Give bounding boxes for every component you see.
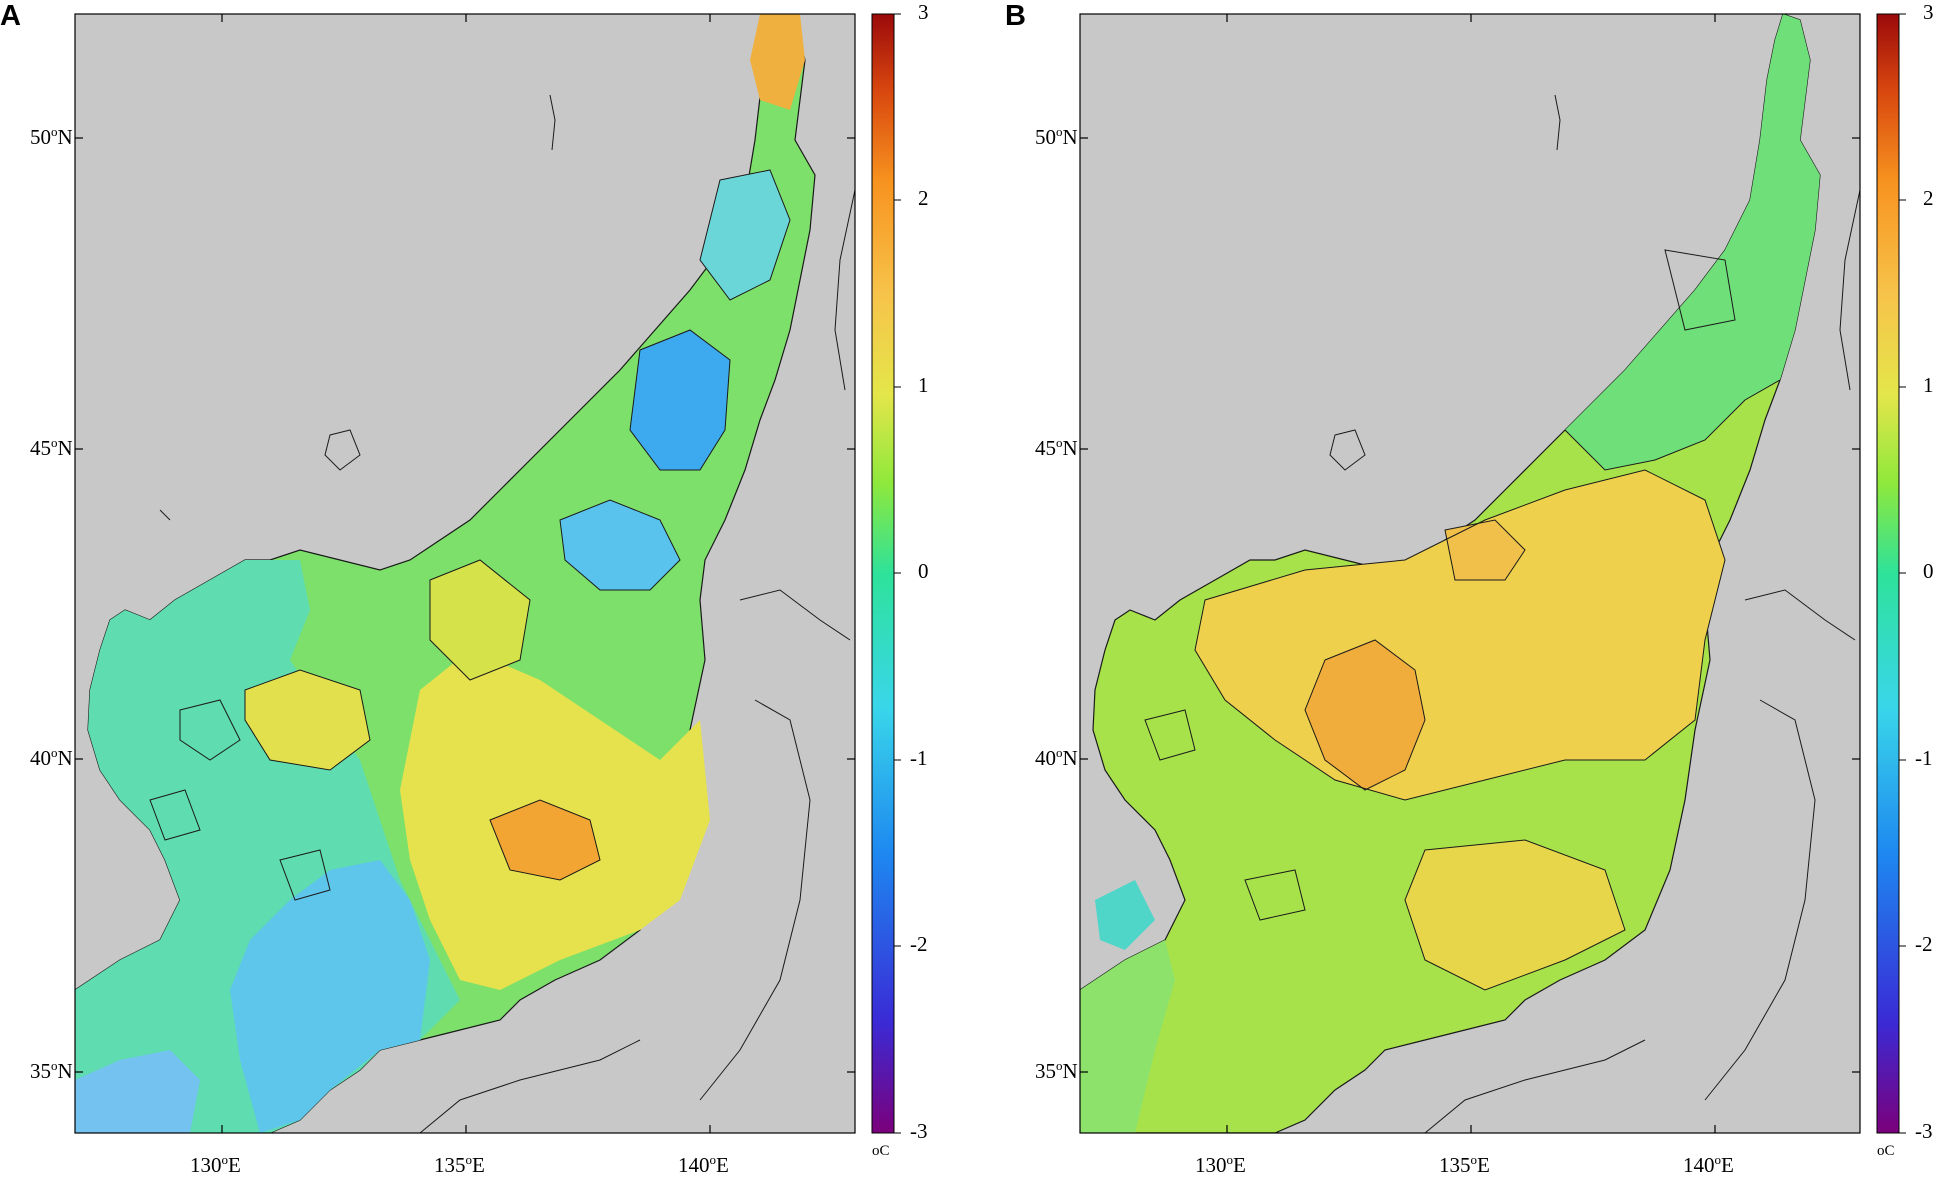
lon-label-140: 140oE (1683, 1152, 1734, 1177)
warm-south-patch (1405, 840, 1625, 990)
lat-label-50: 50oN (1035, 124, 1078, 149)
colorbar-label: -2 (1915, 932, 1933, 956)
cold-small-patch (1095, 880, 1155, 950)
lat-label-50: 50oN (30, 124, 73, 149)
map-frame (1079, 13, 1861, 1134)
cold-strait-patch (75, 1050, 200, 1133)
colorbar-ticks (1899, 13, 1906, 1134)
lon-label-135: 135oE (1439, 1152, 1490, 1177)
coastlines (1329, 94, 1860, 1133)
panel-letter: A (0, 0, 21, 32)
lon-label-130: 130oE (1195, 1152, 1246, 1177)
panel-b: B (1005, 0, 1950, 1183)
lon-label-130: 130oE (190, 1152, 241, 1177)
coastlines (159, 94, 855, 1133)
warm-core-patch (1305, 640, 1425, 790)
axis-ticks (75, 14, 855, 1133)
colorbar-label: 1 (1923, 373, 1934, 397)
colorbar-ticks (894, 13, 901, 1134)
colorbar-label: 1 (918, 373, 929, 397)
colorbar-label: -3 (910, 1119, 928, 1143)
warm-north-tip (750, 14, 805, 110)
contours (149, 169, 791, 901)
colorbar-label: 0 (918, 559, 929, 583)
colorbar-label: -3 (1915, 1119, 1933, 1143)
colorbar-label: -2 (910, 932, 928, 956)
warm-west-patch (245, 670, 370, 770)
cold-north-patch (630, 330, 730, 470)
colorbar-label: 0 (1923, 559, 1934, 583)
map-frame (74, 13, 856, 1134)
colorbar (1876, 13, 1900, 1134)
cool-southwest-patch (1080, 940, 1175, 1133)
cold-southwest-patch (230, 860, 430, 1133)
panel-a: A (0, 0, 929, 1177)
colorbar-label: -1 (910, 746, 928, 770)
colorbar-label: -1 (1915, 746, 1933, 770)
colorbar-label: 3 (1923, 0, 1934, 24)
lat-label-35: 35oN (30, 1058, 73, 1083)
panel-letter: B (1005, 0, 1026, 32)
colorbar-label: 2 (918, 186, 929, 210)
cold-central-patch (560, 500, 680, 590)
colorbar-label: 2 (1923, 186, 1934, 210)
colorbar (871, 13, 895, 1134)
map-a (74, 13, 901, 1134)
lon-label-135: 135oE (434, 1152, 485, 1177)
unit-label: oC (872, 1143, 890, 1159)
lon-label-140: 140oE (678, 1152, 729, 1177)
cool-north-region (1565, 14, 1820, 470)
axis-ticks (1080, 14, 1860, 1133)
map-b (1079, 13, 1906, 1134)
lat-label-40: 40oN (30, 745, 73, 770)
lat-label-45: 45oN (30, 435, 73, 460)
warm-central-patch (430, 560, 530, 680)
lat-label-45: 45oN (1035, 435, 1078, 460)
unit-label: oC (1877, 1143, 1895, 1159)
colorbar-label: 3 (918, 0, 929, 24)
warm-northeast-patch (1445, 520, 1525, 580)
cold-northeast-patch (700, 170, 790, 300)
warm-core-patch (490, 800, 600, 880)
lat-label-35: 35oN (1035, 1058, 1078, 1083)
lat-label-40: 40oN (1035, 745, 1078, 770)
contours (1144, 249, 1781, 991)
